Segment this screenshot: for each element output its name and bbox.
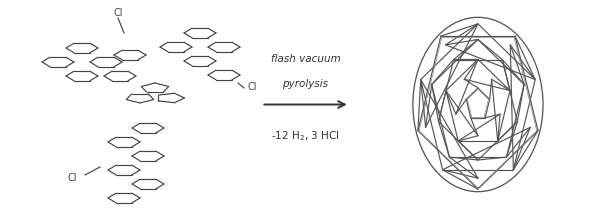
Text: Cl: Cl — [248, 82, 258, 92]
Text: pyrolysis: pyrolysis — [283, 79, 329, 89]
Text: Cl: Cl — [113, 8, 123, 18]
Text: flash vacuum: flash vacuum — [270, 54, 341, 64]
Text: Cl: Cl — [68, 173, 77, 183]
Text: -12 H$_2$, 3 HCl: -12 H$_2$, 3 HCl — [271, 129, 340, 143]
